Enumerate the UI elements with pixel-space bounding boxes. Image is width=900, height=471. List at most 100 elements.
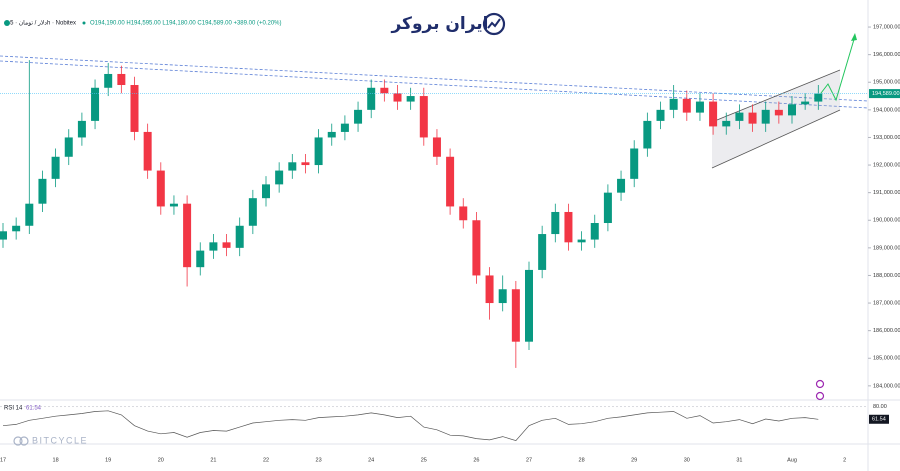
candle-body bbox=[801, 101, 810, 105]
candle-body bbox=[51, 156, 60, 179]
x-tick-label: 19 bbox=[105, 457, 111, 463]
rsi-tick-label: 80.00 bbox=[873, 404, 887, 410]
candle-body bbox=[64, 137, 73, 157]
rsi-current-box bbox=[869, 414, 889, 424]
candle-body bbox=[25, 203, 34, 226]
candle-body bbox=[788, 104, 796, 116]
status-dot bbox=[82, 21, 86, 25]
x-tick-label: Aug bbox=[787, 457, 797, 463]
candle-body bbox=[695, 101, 704, 113]
x-tick-label: 24 bbox=[368, 457, 374, 463]
candle-body bbox=[38, 178, 47, 204]
candle-body bbox=[91, 87, 100, 121]
x-tick-label: 31 bbox=[736, 457, 742, 463]
candle-body bbox=[262, 184, 270, 199]
y-tick-label: 197,000.00 bbox=[873, 25, 900, 31]
candle-body bbox=[617, 178, 626, 193]
y-tick-label: 194,000.00 bbox=[873, 107, 900, 113]
event-marker[interactable] bbox=[815, 391, 825, 401]
candle-body bbox=[459, 206, 468, 221]
candle-body bbox=[0, 231, 7, 240]
candle-body bbox=[130, 85, 139, 132]
candle-body bbox=[485, 275, 494, 304]
candle-body bbox=[156, 170, 165, 207]
watermark-text: BITCYCLE bbox=[32, 435, 88, 445]
x-tick-label: 23 bbox=[316, 457, 322, 463]
candle-body bbox=[551, 211, 560, 235]
candle-body bbox=[432, 137, 441, 157]
x-tick-label: 17 bbox=[0, 457, 6, 463]
candle-body bbox=[577, 239, 586, 243]
x-tick-label: 28 bbox=[579, 457, 585, 463]
y-tick-label: 191,000.00 bbox=[873, 190, 900, 196]
candle-body bbox=[419, 96, 428, 138]
candle-body bbox=[314, 137, 323, 166]
y-tick-label: 185,000.00 bbox=[873, 356, 900, 362]
x-tick-label: 26 bbox=[473, 457, 479, 463]
channel-fill bbox=[712, 70, 840, 168]
symbol-icon bbox=[4, 20, 10, 26]
y-tick-label: 184,000.00 bbox=[873, 383, 900, 389]
watermark-icon bbox=[13, 436, 29, 446]
last-price-box bbox=[869, 89, 900, 99]
candle-body bbox=[682, 98, 691, 113]
candle-body bbox=[735, 112, 744, 121]
x-tick-label: 30 bbox=[684, 457, 690, 463]
candle-body bbox=[630, 148, 639, 179]
candle-body bbox=[761, 109, 770, 124]
candle-body bbox=[393, 93, 402, 102]
logo-text: ایران بروکر bbox=[390, 14, 488, 34]
rsi-line bbox=[2, 410, 819, 442]
y-tick-label: 190,000.00 bbox=[873, 218, 900, 224]
logo-icon bbox=[482, 12, 506, 36]
y-tick-label: 195,000.00 bbox=[873, 80, 900, 86]
candle-body bbox=[301, 162, 310, 166]
y-tick-label: 196,000.00 bbox=[873, 52, 900, 58]
candle-body bbox=[669, 98, 678, 110]
candle-body bbox=[104, 73, 113, 88]
x-tick-label: 18 bbox=[53, 457, 59, 463]
candle-body bbox=[564, 211, 573, 243]
candle-body bbox=[222, 242, 231, 248]
candle-body bbox=[367, 87, 376, 110]
projection-arrow bbox=[817, 35, 856, 102]
candle-body bbox=[814, 93, 823, 102]
candle-body bbox=[709, 101, 718, 127]
candle-body bbox=[472, 220, 481, 276]
event-marker[interactable] bbox=[815, 379, 825, 389]
candle-body bbox=[209, 242, 218, 251]
x-tick-label: 20 bbox=[158, 457, 164, 463]
channel-line bbox=[711, 69, 841, 123]
candle-body bbox=[196, 250, 205, 268]
candle-body bbox=[340, 123, 349, 132]
x-tick-label: 2 bbox=[843, 457, 846, 463]
candle-body bbox=[748, 112, 757, 124]
candle-body bbox=[656, 109, 665, 121]
candle-body bbox=[538, 234, 547, 270]
candle-body bbox=[12, 225, 21, 232]
y-tick-label: 186,000.00 bbox=[873, 328, 900, 334]
candle-body bbox=[354, 109, 363, 124]
x-tick-label: 22 bbox=[263, 457, 269, 463]
channel-line bbox=[711, 109, 841, 169]
x-tick-label: 21 bbox=[210, 457, 216, 463]
candle-body bbox=[590, 223, 599, 240]
candle-body bbox=[603, 192, 612, 224]
x-tick-label: 25 bbox=[421, 457, 427, 463]
candle-body bbox=[446, 156, 455, 207]
rsi-name: RSI 14 bbox=[4, 406, 23, 412]
logo-box bbox=[375, 0, 525, 44]
rsi-current: 61.54 bbox=[26, 406, 42, 412]
candle-body bbox=[643, 120, 652, 149]
arrow-head bbox=[851, 33, 857, 41]
candle-body bbox=[511, 289, 520, 342]
ohlc-text: O194,190.00 H194,595.00 L194,180.00 C194… bbox=[90, 21, 282, 27]
candle-body bbox=[498, 289, 507, 304]
x-tick-label: 29 bbox=[631, 457, 637, 463]
candle-body bbox=[380, 87, 389, 94]
y-tick-label: 187,000.00 bbox=[873, 301, 900, 307]
y-tick-label: 193,000.00 bbox=[873, 135, 900, 141]
